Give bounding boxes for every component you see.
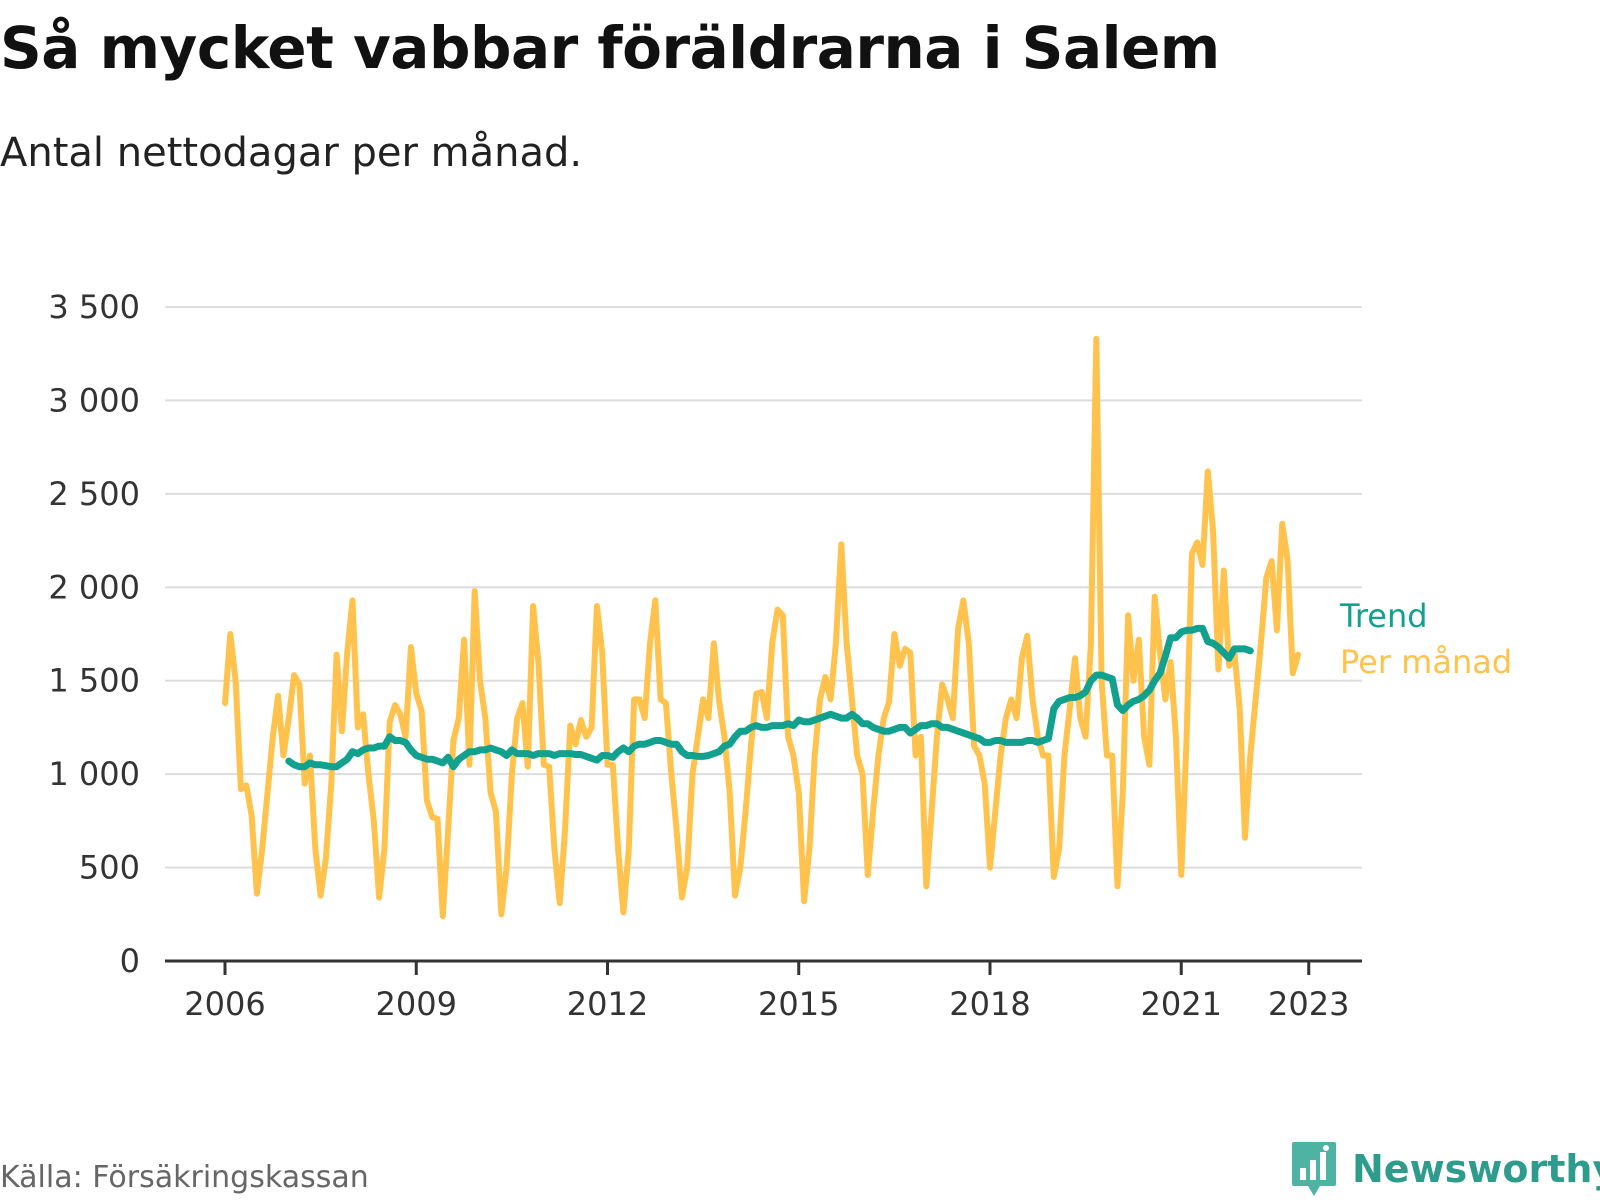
x-tick-label: 2006 bbox=[184, 985, 265, 1023]
y-axis-ticks: 0 500 1 000 1 500 2 000 2 500 3 000 3 500 bbox=[48, 288, 140, 980]
series-lines bbox=[222, 335, 1302, 920]
y-tick-label: 1 500 bbox=[48, 662, 140, 700]
x-tick-label: 2012 bbox=[567, 985, 648, 1023]
legend: Trend Per månad bbox=[1339, 597, 1512, 681]
source-note: Källa: Försäkringskassan bbox=[0, 1160, 369, 1195]
y-tick-label: 3 000 bbox=[48, 381, 140, 419]
x-axis: 2006 2009 2012 2015 2018 2021 2023 bbox=[165, 959, 1362, 1023]
series-line-monthly bbox=[222, 335, 1302, 920]
chart-subtitle: Antal nettodagar per månad. bbox=[0, 130, 583, 176]
x-tick-label: 2021 bbox=[1141, 985, 1222, 1023]
y-tick-label: 1 000 bbox=[48, 755, 140, 793]
y-tick-label: 500 bbox=[79, 849, 140, 887]
y-tick-label: 0 bbox=[120, 942, 140, 980]
legend-label-trend: Trend bbox=[1339, 597, 1428, 635]
x-tick-label: 2009 bbox=[376, 985, 457, 1023]
y-tick-label: 3 500 bbox=[48, 288, 140, 326]
bar-chart-icon bbox=[1292, 1142, 1336, 1196]
x-tick-label: 2018 bbox=[949, 985, 1030, 1023]
chart-title: Så mycket vabbar föräldrarna i Salem bbox=[0, 14, 1220, 82]
series-line-trend bbox=[285, 624, 1254, 771]
x-tick-label: 2023 bbox=[1268, 985, 1349, 1023]
brand-logo: Newsworthy bbox=[1290, 1140, 1600, 1198]
brand-name: Newsworthy bbox=[1352, 1147, 1600, 1191]
legend-label-monthly: Per månad bbox=[1340, 643, 1512, 681]
x-tick-label: 2015 bbox=[758, 985, 839, 1023]
y-tick-label: 2 500 bbox=[48, 475, 140, 513]
y-tick-label: 2 000 bbox=[48, 568, 140, 606]
